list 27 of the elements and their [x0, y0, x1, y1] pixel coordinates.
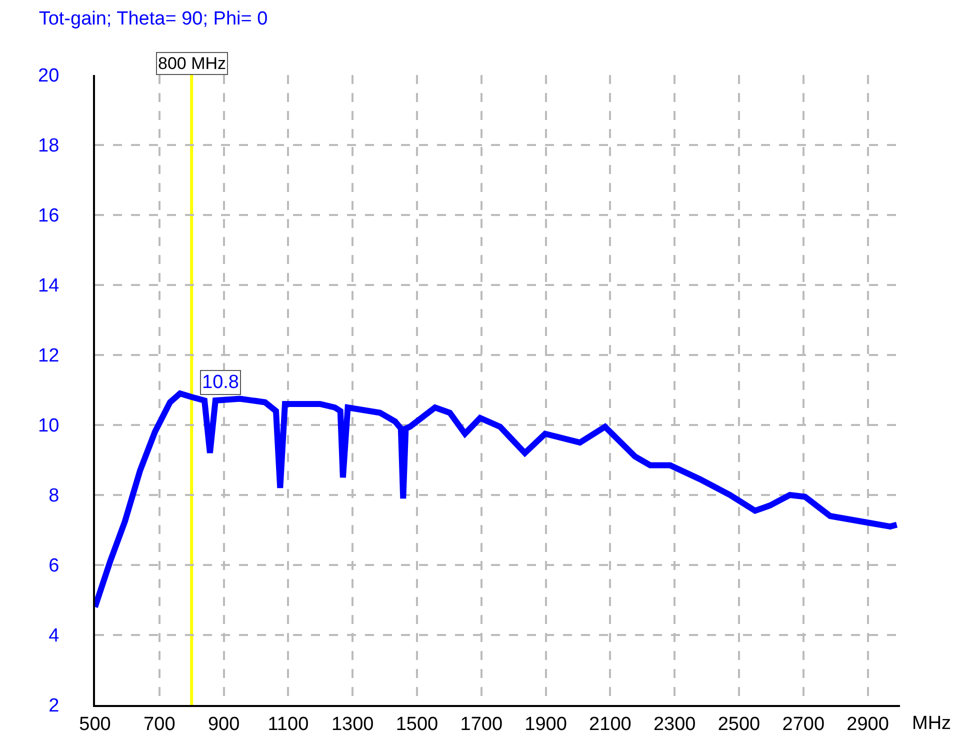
y-tick-label: 20 — [38, 66, 60, 87]
x-tick-label: 2300 — [653, 714, 696, 735]
y-tick-label: 14 — [38, 276, 60, 297]
ref-line-label: 800 MHz — [158, 54, 226, 73]
y-tick-label: 10 — [38, 416, 60, 437]
x-tick-label: 2700 — [782, 714, 825, 735]
x-tick-label: 2100 — [589, 714, 632, 735]
x-tick-label: 1700 — [460, 714, 503, 735]
y-tick-label: 4 — [48, 626, 60, 647]
x-tick-label: 500 — [79, 714, 111, 735]
y-tick-label: 18 — [38, 136, 60, 157]
x-tick-label: 2900 — [846, 714, 889, 735]
annotation: 10.8 — [202, 372, 239, 393]
x-tick-label: 900 — [208, 714, 240, 735]
y-tick-label: 16 — [38, 206, 60, 227]
x-axis-title: MHz — [912, 713, 952, 734]
chart-title: Tot-gain; Theta= 90; Phi= 0 — [38, 8, 268, 30]
x-tick-label: 1900 — [524, 714, 567, 735]
x-tick-label: 700 — [144, 714, 176, 735]
y-tick-label: 6 — [48, 556, 60, 577]
x-tick-label: 2500 — [718, 714, 760, 735]
y-tick-label: 12 — [38, 346, 60, 367]
y-tick-label: 8 — [48, 486, 60, 507]
y-tick-label: 2 — [48, 696, 60, 717]
x-tick-label: 1300 — [331, 714, 374, 735]
x-tick-label: 1500 — [396, 714, 438, 735]
x-tick-label: 1100 — [268, 714, 309, 735]
